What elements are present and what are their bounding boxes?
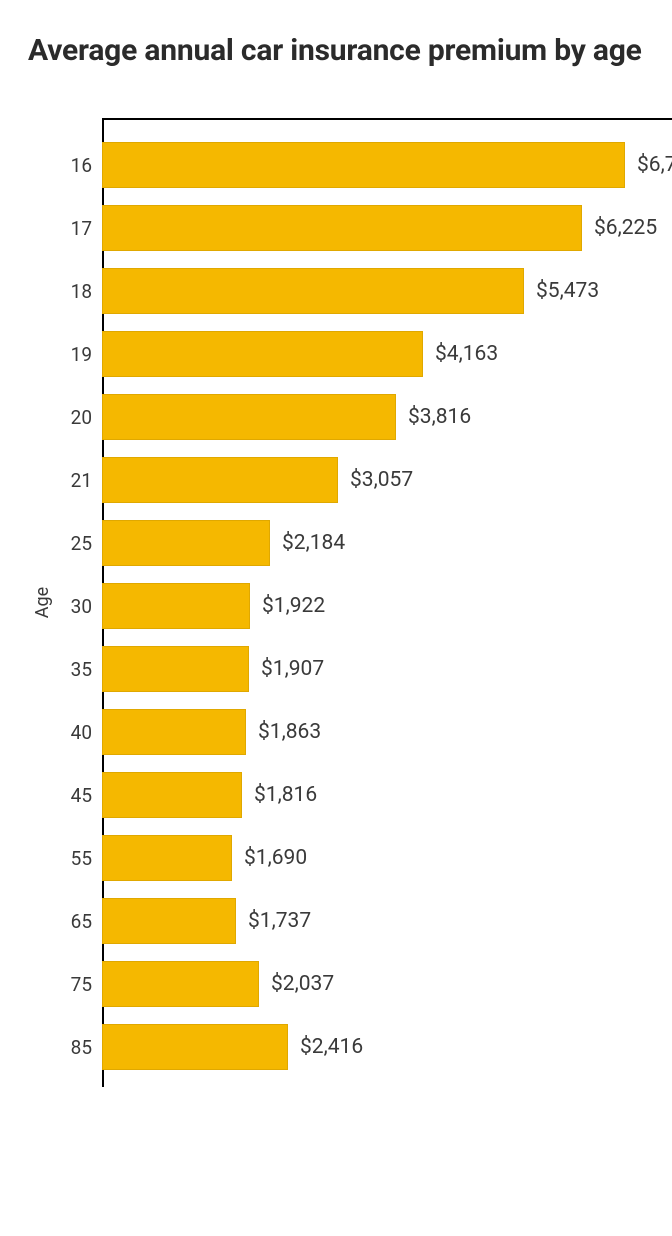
bar-track: $1,816 xyxy=(102,764,672,827)
value-label: $6,225 xyxy=(594,216,657,240)
bar xyxy=(102,961,259,1007)
bar xyxy=(102,583,250,629)
bar-track: $2,416 xyxy=(102,1016,672,1079)
bar-track: $5,473 xyxy=(102,260,672,323)
y-axis-label-column: Age xyxy=(28,592,58,613)
value-label: $2,184 xyxy=(282,531,345,555)
bar-track: $6,225 xyxy=(102,197,672,260)
bar xyxy=(102,1024,288,1070)
bar-row: 25 $2,184 xyxy=(58,512,672,575)
bar-row: 19 $4,163 xyxy=(58,323,672,386)
bar-row: 65 $1,737 xyxy=(58,890,672,953)
bar-row: 85 $2,416 xyxy=(58,1016,672,1079)
chart-container: Average annual car insurance premium by … xyxy=(0,0,672,1127)
bar-row: 21 $3,057 xyxy=(58,449,672,512)
bar xyxy=(102,331,423,377)
bar-track: $1,863 xyxy=(102,701,672,764)
bar-track: $2,184 xyxy=(102,512,672,575)
value-label: $3,816 xyxy=(408,405,471,429)
value-label: $2,037 xyxy=(271,972,334,996)
bar-row: 55 $1,690 xyxy=(58,827,672,890)
category-label: 21 xyxy=(58,469,102,492)
value-label: $2,416 xyxy=(300,1035,363,1059)
category-label: 19 xyxy=(58,343,102,366)
category-label: 30 xyxy=(58,595,102,618)
plot-area: 16 $6,777 17 $6,225 18 $5,473 19 $4,163 20 $3,816… xyxy=(58,118,672,1087)
category-label: 18 xyxy=(58,280,102,303)
category-label: 85 xyxy=(58,1036,102,1059)
bar xyxy=(102,646,249,692)
bar xyxy=(102,835,232,881)
bar xyxy=(102,394,396,440)
chart-title: Average annual car insurance premium by … xyxy=(28,32,644,70)
value-label: $4,163 xyxy=(435,342,498,366)
bar-track: $4,163 xyxy=(102,323,672,386)
value-label: $1,907 xyxy=(261,657,324,681)
bar-row: 30 $1,922 xyxy=(58,575,672,638)
axis-top xyxy=(102,118,672,120)
category-label: 25 xyxy=(58,532,102,555)
category-label: 45 xyxy=(58,784,102,807)
value-label: $1,690 xyxy=(244,846,307,870)
bar-track: $3,816 xyxy=(102,386,672,449)
value-label: $1,816 xyxy=(254,783,317,807)
chart-body: Age 16$6,77717$6,22518$5,47319$4,16320$3… xyxy=(28,118,644,1087)
value-label: $5,473 xyxy=(536,279,599,303)
bar xyxy=(102,898,236,944)
category-label: 20 xyxy=(58,406,102,429)
category-label: 55 xyxy=(58,847,102,870)
category-label: 40 xyxy=(58,721,102,744)
y-axis-label: Age xyxy=(33,586,54,617)
bar xyxy=(102,205,582,251)
category-label: 65 xyxy=(58,910,102,933)
bar-track: $1,922 xyxy=(102,575,672,638)
category-label: 17 xyxy=(58,217,102,240)
bar-row: 75 $2,037 xyxy=(58,953,672,1016)
bar xyxy=(102,772,242,818)
bar-row: 17 $6,225 xyxy=(58,197,672,260)
bar-track: $1,737 xyxy=(102,890,672,953)
value-label: $1,737 xyxy=(248,909,311,933)
value-label: $1,922 xyxy=(262,594,325,618)
bar-row: 40 $1,863 xyxy=(58,701,672,764)
category-label: 75 xyxy=(58,973,102,996)
bar-track: $6,777 xyxy=(102,134,672,197)
bar xyxy=(102,520,270,566)
category-label: 35 xyxy=(58,658,102,681)
bar xyxy=(102,457,338,503)
bar-row: 35 $1,907 xyxy=(58,638,672,701)
bar-row: 45 $1,816 xyxy=(58,764,672,827)
bar xyxy=(102,142,625,188)
value-label: $3,057 xyxy=(350,468,413,492)
bar-track: $2,037 xyxy=(102,953,672,1016)
bar-row: 16 $6,777 xyxy=(58,134,672,197)
value-label: $1,863 xyxy=(258,720,321,744)
category-label: 16 xyxy=(58,154,102,177)
value-label: $6,777 xyxy=(637,153,672,177)
bar-row: 20 $3,816 xyxy=(58,386,672,449)
bar-track: $3,057 xyxy=(102,449,672,512)
bar-row: 18 $5,473 xyxy=(58,260,672,323)
bar xyxy=(102,709,246,755)
bar-track: $1,907 xyxy=(102,638,672,701)
bars-group: 16 $6,777 17 $6,225 18 $5,473 19 $4,163 20 $3,816… xyxy=(58,118,672,1087)
bar xyxy=(102,268,524,314)
bar-track: $1,690 xyxy=(102,827,672,890)
